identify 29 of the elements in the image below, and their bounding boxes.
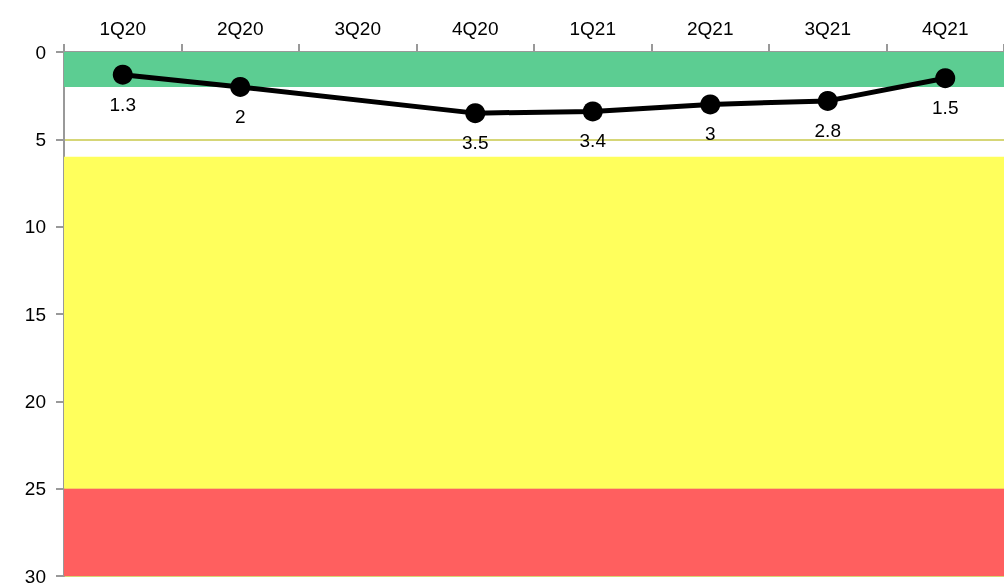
y-tick-label: 15 (24, 303, 46, 325)
y-tick-label: 5 (35, 128, 46, 150)
x-tick-label: 4Q21 (922, 18, 969, 39)
y-tick-label: 25 (24, 478, 46, 500)
data-label: 2 (234, 105, 246, 127)
point (582, 101, 603, 122)
data-label: 1.3 (109, 93, 136, 115)
x-tick-label: 3Q21 (804, 18, 851, 39)
x-tick-label: 1Q20 (99, 18, 146, 39)
point (700, 94, 721, 115)
x-tick-label: 2Q21 (687, 18, 734, 39)
data-label: 1.5 (932, 97, 959, 119)
y-tick-label: 20 (24, 390, 46, 412)
x-tick-label: 2Q20 (217, 18, 264, 39)
point (817, 90, 838, 111)
x-tick-label: 3Q20 (334, 18, 381, 39)
x-tick-label: 4Q20 (452, 18, 499, 39)
point (465, 103, 486, 124)
y-tick-label: 10 (24, 216, 46, 238)
point (230, 76, 251, 97)
data-label: 3.4 (579, 130, 607, 152)
y-tick-label: 30 (24, 565, 46, 586)
point (112, 64, 133, 85)
y-tick-label: 0 (35, 41, 46, 63)
data-label: 3.5 (462, 132, 489, 154)
point (935, 68, 956, 89)
data-label: 2.8 (814, 119, 841, 141)
x-tick-label: 1Q21 (569, 18, 616, 39)
data-label: 3 (704, 123, 716, 145)
